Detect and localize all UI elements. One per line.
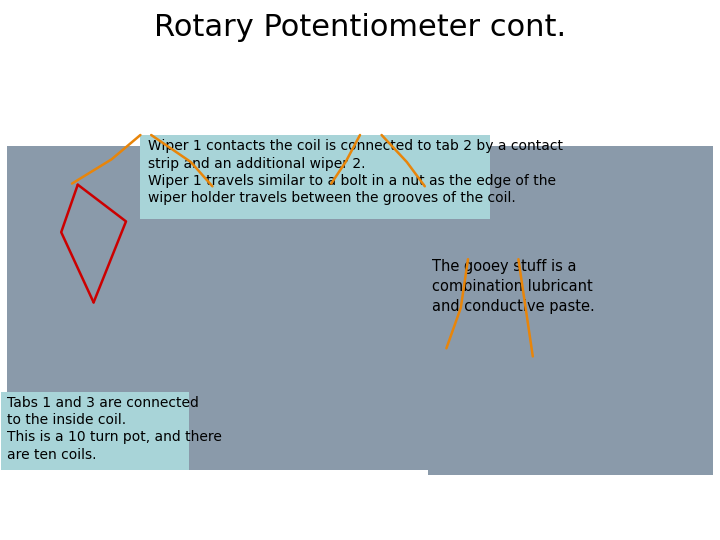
Bar	[1, 392, 189, 470]
Bar	[428, 146, 713, 475]
Text: The gooey stuff is a
combination lubricant
and conductive paste.: The gooey stuff is a combination lubrica…	[432, 259, 595, 314]
Bar	[140, 135, 490, 219]
Text: Wiper 1 contacts the coil is connected to tab 2 by a contact
strip and an additi: Wiper 1 contacts the coil is connected t…	[148, 139, 562, 205]
Text: Tabs 1 and 3 are connected
to the inside coil.
This is a 10 turn pot, and there
: Tabs 1 and 3 are connected to the inside…	[7, 396, 222, 462]
Bar	[7, 146, 436, 470]
Text: Rotary Potentiometer cont.: Rotary Potentiometer cont.	[154, 14, 566, 43]
